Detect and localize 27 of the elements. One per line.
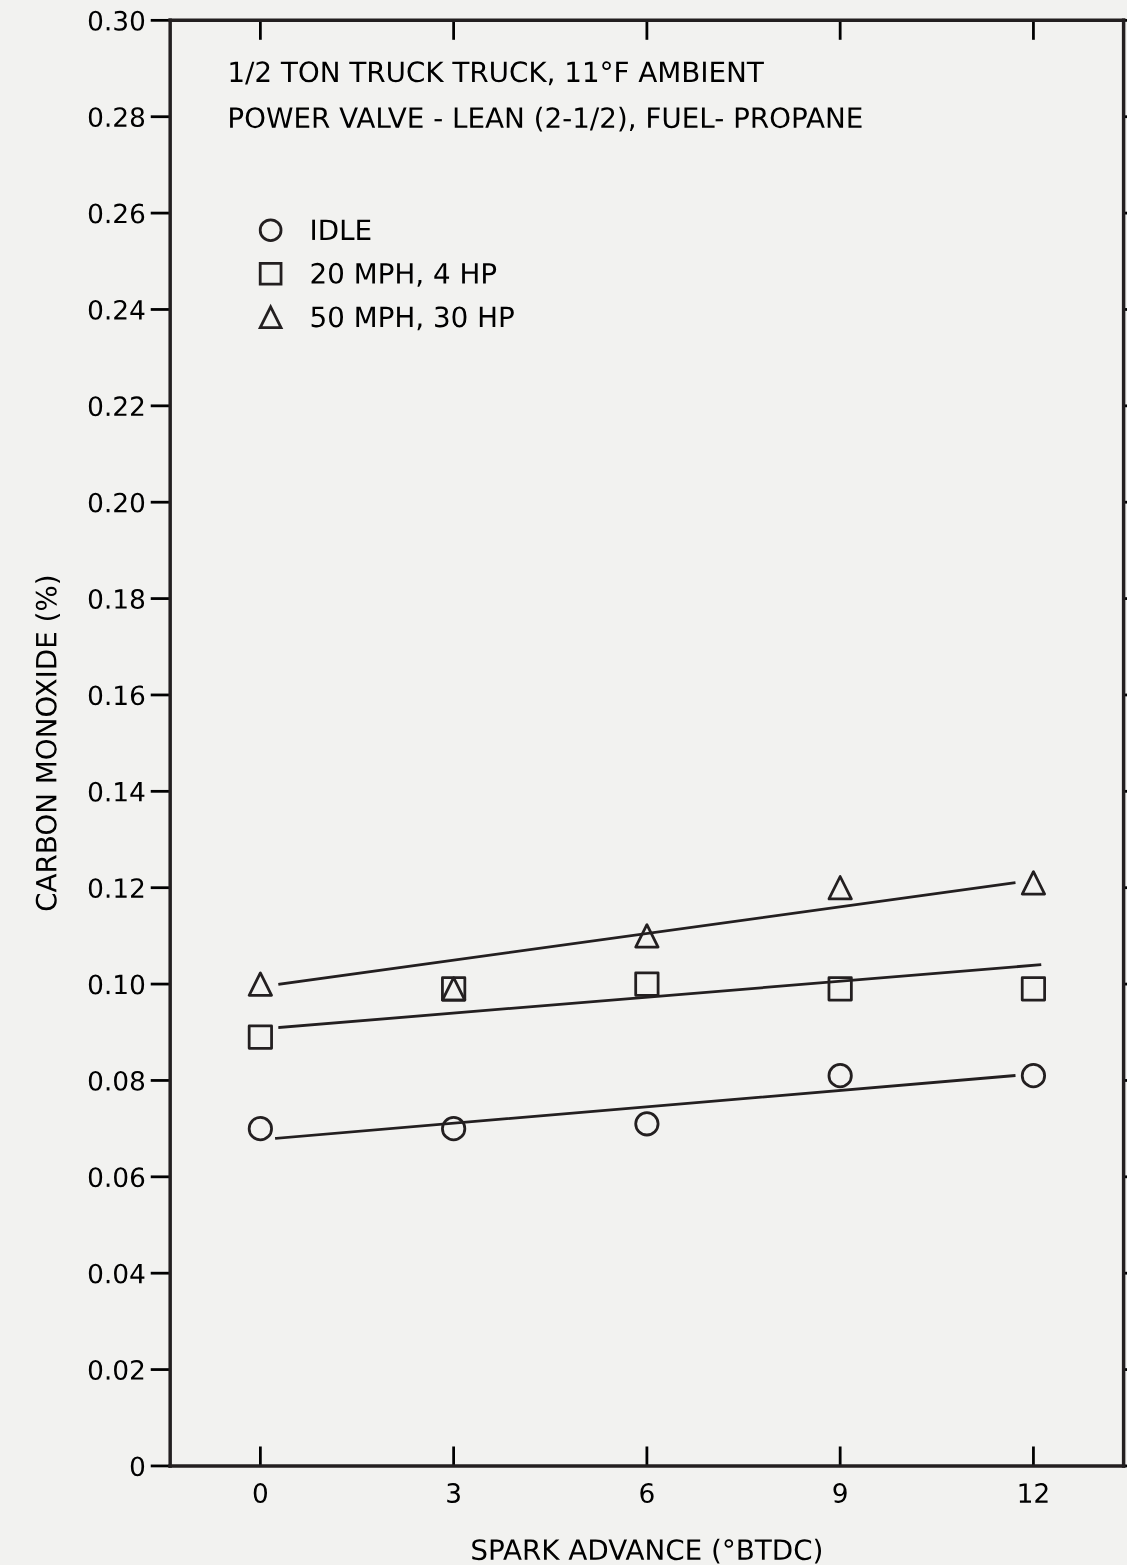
y-tick-label: 0.28 [88,107,145,128]
legend-label: IDLE [312,219,371,240]
y-axis-title: CARBON MONOXIDE (%) [35,576,60,911]
x-axis-title: SPARK ADVANCE (°BTDC) [472,1538,822,1564]
y-tick-label: 0.16 [88,685,145,706]
y-tick-label: 0.02 [88,1360,144,1380]
x-tick-label: 3 [447,1483,460,1504]
text: 1/2 TON TRUCK TRUCK, 11°F AMBIENT POWER VALVE - LEAN (2-1/2), FUEL- PROPANE [230,61,862,132]
y-tick-label: 0.18 [88,589,145,609]
legend-label: 20 MPH, 4 HP [311,262,497,287]
y-tick-label: 0.12 [88,878,144,899]
y-tick-label: 0.10 [88,974,145,995]
y-tick-label: 0.30 [88,10,145,31]
x-tick-label: 0 [253,1483,268,1504]
y-tick-label: 0.24 [88,299,145,320]
y-tick-label: 0.22 [88,396,144,417]
y-tick-label: 0.04 [88,1263,145,1284]
x-tick-label: 6 [640,1483,654,1504]
y-tick-label: 0.14 [88,781,145,802]
legend-label: 50 MPH, 30 HP [311,306,514,331]
x-tick-label: 9 [833,1483,847,1504]
y-tick-label: 0.26 [88,203,145,224]
y-tick-label: 0.06 [88,1167,145,1188]
y-tick-label: 0.08 [88,1070,145,1091]
x-tick-label: 12 [1019,1483,1048,1503]
y-tick-label: 0 [130,1456,145,1477]
y-tick-label: 0.20 [88,492,145,513]
